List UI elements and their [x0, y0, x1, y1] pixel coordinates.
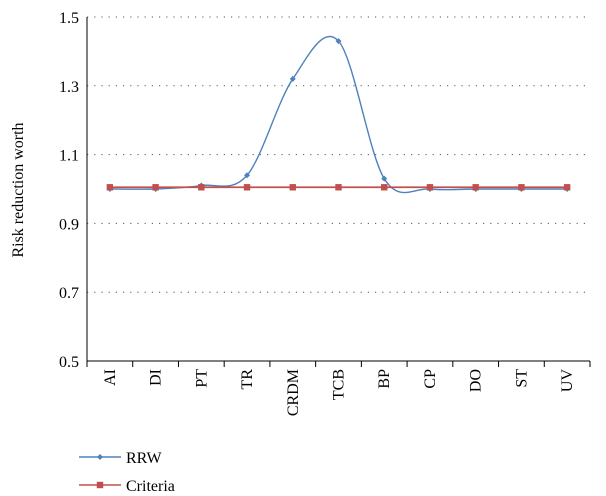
x-tick-label: TCB: [331, 369, 348, 400]
data-point-criteria: [289, 184, 296, 191]
y-tick-label: 0.5: [59, 354, 79, 371]
x-tick-label: ST: [513, 369, 530, 388]
axes: [86, 17, 591, 367]
y-tick-label: 1.1: [59, 148, 79, 165]
x-tick-label: CP: [422, 369, 439, 389]
series-rrw: [106, 35, 571, 194]
data-point-rrw: [381, 175, 388, 182]
legend-label: Criteria: [126, 478, 175, 495]
x-tick-label: AI: [102, 369, 119, 386]
legend-item-criteria: Criteria: [79, 478, 175, 495]
gridlines: [87, 16, 590, 293]
series-criteria: [106, 184, 571, 191]
legend-marker: [97, 454, 103, 460]
data-point-criteria: [472, 184, 479, 191]
legend-label: RRW: [126, 450, 162, 467]
legend: RRW Criteria: [79, 450, 175, 495]
data-point-criteria: [335, 184, 342, 191]
data-point-criteria: [152, 184, 159, 191]
x-tick-label: BP: [376, 369, 393, 389]
data-point-criteria: [198, 184, 205, 191]
x-tick-label: TR: [239, 369, 256, 390]
data-point-criteria: [563, 184, 571, 191]
x-tick-label: DI: [148, 369, 165, 386]
data-point-rrw: [289, 75, 296, 82]
x-tick-label: CRDM: [285, 369, 302, 416]
y-tick-label: 1.3: [59, 79, 79, 96]
legend-marker: [96, 481, 104, 489]
y-tick-label: 0.7: [59, 285, 79, 302]
data-point-rrw: [244, 172, 251, 179]
data-point-rrw: [335, 38, 342, 45]
data-point-criteria: [106, 184, 114, 191]
x-tick-labels: AI DI PT TR CRDM TCB BP CP DO ST UV: [102, 369, 576, 417]
data-point-criteria: [518, 184, 525, 191]
y-tick-label: 1.5: [59, 10, 79, 27]
x-tick-label: UV: [559, 369, 576, 393]
data-point-criteria: [381, 184, 388, 191]
data-point-criteria: [243, 184, 251, 191]
legend-item-rrw: RRW: [79, 450, 162, 467]
y-tick-labels: 0.5 0.7 0.9 1.1 1.3 1.5: [59, 10, 79, 371]
series-group: [106, 35, 571, 194]
y-axis-title: Risk reduction worth: [10, 122, 27, 257]
x-tick-label: DO: [468, 369, 485, 392]
data-point-criteria: [426, 184, 434, 191]
x-tick-label: PT: [193, 369, 210, 388]
series-line-rrw: [109, 35, 568, 194]
y-tick-label: 0.9: [59, 216, 79, 233]
